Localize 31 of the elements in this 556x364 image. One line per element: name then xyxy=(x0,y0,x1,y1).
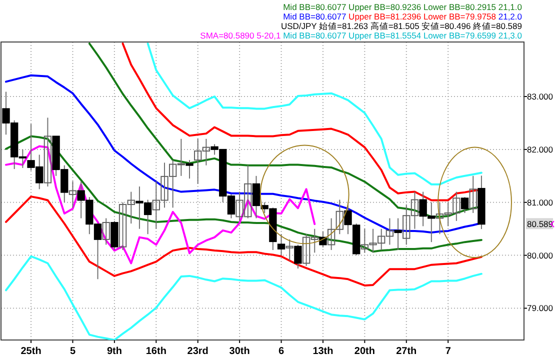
candlestick xyxy=(68,180,77,208)
y-tick-label: 82.000 xyxy=(527,144,554,154)
x-tick-label: 30th xyxy=(229,346,250,357)
y-tick-label: 79.000 xyxy=(527,303,554,314)
x-tick-label: 13th xyxy=(312,346,334,357)
x-tick-label: 25th xyxy=(20,346,42,357)
x-tick-label: 6 xyxy=(278,346,284,357)
candlestick xyxy=(460,196,469,214)
x-tick-label: 27th xyxy=(396,346,417,357)
x-tick-label: 7 xyxy=(445,346,452,357)
candlestick xyxy=(286,238,294,262)
y-tick-label: 83.000 xyxy=(527,92,554,102)
candlestick xyxy=(277,234,286,256)
y-tick-label: 81.000 xyxy=(527,197,554,208)
candlestick xyxy=(102,218,110,246)
header: Mid BB=80.6077 Upper BB=81.2396 Lower BB=79.9758 21,2.0 xyxy=(283,12,522,22)
candlestick xyxy=(186,160,194,180)
y-tick-label: 80.000 xyxy=(527,250,554,260)
candlestick xyxy=(394,218,402,251)
x-tick-label: 5 xyxy=(70,346,76,357)
candlestick xyxy=(44,117,52,187)
header: USD/JPY 始値=81.263 高値=81.505 安値=80.496 終値=80.589 xyxy=(280,21,522,31)
x-tick-label: 23rd xyxy=(187,346,208,357)
candlestick xyxy=(294,244,302,270)
candlestick xyxy=(469,175,477,214)
x-tick-label: 16th xyxy=(146,346,166,357)
header: Mid BB=80.6077 Upper BB=80.9236 Lower BB=80.2915 21,1.0 xyxy=(283,2,522,12)
header: SMA=80.5890 5-20,1 Mid BB=80.6077 Upper BB=81.5554 Lower BB=79.6599 21,3.0 xyxy=(200,30,522,40)
x-tick-label: 20th xyxy=(354,346,375,357)
x-tick-label: 9th xyxy=(106,346,122,357)
text: 80.589 xyxy=(527,219,554,230)
